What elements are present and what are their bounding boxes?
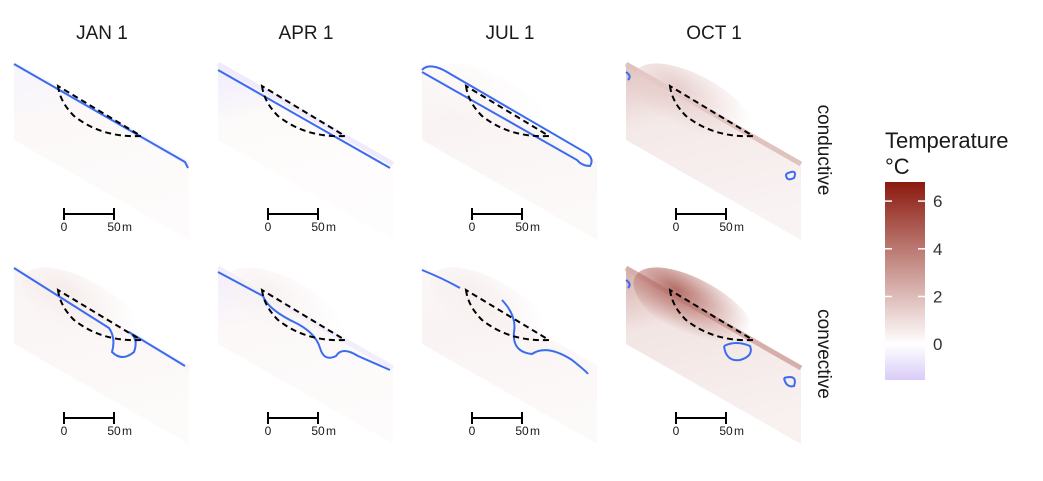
legend-colorbar <box>885 182 925 380</box>
row-title-convective: convective <box>813 309 834 399</box>
boundary-outline <box>464 288 553 342</box>
boundary-outline <box>668 84 757 138</box>
temperature-field <box>14 64 189 240</box>
warm-anomaly <box>633 63 759 151</box>
legend: Temperature°C 6 4 2 0 <box>885 128 1009 380</box>
zero-contour <box>13 267 186 367</box>
scale-bar-unit-label: m <box>734 220 744 234</box>
scale-bar-end-label: 50 <box>311 424 325 438</box>
scale-bar-start-label: 0 <box>469 220 476 234</box>
scale-bar-unit-label: m <box>326 220 336 234</box>
scale-bar-start-label: 0 <box>265 424 272 438</box>
temperature-field <box>218 64 393 240</box>
scale-bar: 0 50 m <box>61 412 132 438</box>
scale-bar-start-label: 0 <box>673 424 680 438</box>
warm-anomaly <box>21 267 147 355</box>
legend-unit: °C <box>885 154 910 179</box>
panel-conductive-1: 0 50 m <box>12 61 191 240</box>
boundary-outline <box>56 288 145 342</box>
scale-bar: 0 50 m <box>469 208 540 234</box>
panel-grid: 0 50 m 0 50 m 0 50 m 0 50 m0 50 m 0 50 m 0 50 m 0 50 m <box>12 61 803 444</box>
scale-bar-start-label: 0 <box>469 424 476 438</box>
scale-bar-start-label: 0 <box>61 424 68 438</box>
panel-conductive-2: 0 50 m <box>216 61 395 240</box>
column-title-4: OCT 1 <box>686 23 742 44</box>
zero-contour <box>13 63 189 169</box>
boundary-outline <box>260 84 349 138</box>
zero-contour <box>625 71 796 181</box>
scale-bar-end-label: 50 <box>719 424 733 438</box>
scale-bar-start-label: 0 <box>61 220 68 234</box>
scale-bar-unit-label: m <box>734 424 744 438</box>
warm-anomaly <box>633 267 759 355</box>
column-titles: JAN 1 APR 1 JUL 1 OCT 1 <box>76 23 742 44</box>
panel-convective-1: 0 50 m <box>12 265 191 444</box>
boundary-outline <box>668 288 757 342</box>
scale-bar-end-label: 50 <box>107 424 121 438</box>
scale-bar: 0 50 m <box>265 208 336 234</box>
warm-anomaly <box>429 267 555 355</box>
boundary-outline <box>56 84 145 138</box>
scale-bar-end-label: 50 <box>515 220 529 234</box>
panel-conductive-4: 0 50 m <box>624 61 803 240</box>
scale-bar: 0 50 m <box>265 412 336 438</box>
panel-conductive-3: 0 50 m <box>420 61 599 240</box>
legend-tick-label: 0 <box>933 335 942 354</box>
boundary-outline <box>464 84 553 138</box>
scale-bar: 0 50 m <box>61 208 132 234</box>
scale-bar-end-label: 50 <box>107 220 121 234</box>
scale-bar-end-label: 50 <box>515 424 529 438</box>
column-title-3: JUL 1 <box>486 23 535 44</box>
scale-bar-unit-label: m <box>530 220 540 234</box>
scale-bar-unit-label: m <box>122 220 132 234</box>
scale-bar: 0 50 m <box>469 412 540 438</box>
legend-tick-label: 2 <box>933 288 942 307</box>
warm-anomaly <box>225 267 351 355</box>
row-title-conductive: conductive <box>813 105 834 196</box>
legend-title: Temperature <box>885 128 1009 153</box>
zero-contour <box>625 279 796 388</box>
legend-tick-label: 6 <box>933 192 942 211</box>
boundary-outline <box>260 288 349 342</box>
row-titles: conductive convective <box>813 105 834 399</box>
zero-contour <box>217 271 391 371</box>
legend-tick-label: 4 <box>933 240 942 259</box>
zero-contour <box>421 65 593 168</box>
panel-convective-2: 0 50 m <box>216 265 395 444</box>
scale-bar-start-label: 0 <box>265 220 272 234</box>
column-title-1: JAN 1 <box>76 23 128 44</box>
panel-convective-4: 0 50 m <box>624 265 803 444</box>
column-title-2: APR 1 <box>279 23 334 44</box>
scale-bar-unit-label: m <box>122 424 132 438</box>
scale-bar: 0 50 m <box>673 412 744 438</box>
scale-bar: 0 50 m <box>673 208 744 234</box>
zero-contour <box>217 69 391 169</box>
scale-bar-end-label: 50 <box>719 220 733 234</box>
zero-contour <box>421 269 589 375</box>
scale-bar-unit-label: m <box>530 424 540 438</box>
scale-bar-unit-label: m <box>326 424 336 438</box>
panel-convective-3: 0 50 m <box>420 265 599 444</box>
surface-layer <box>216 61 395 167</box>
scale-bar-start-label: 0 <box>673 220 680 234</box>
scale-bar-end-label: 50 <box>311 220 325 234</box>
